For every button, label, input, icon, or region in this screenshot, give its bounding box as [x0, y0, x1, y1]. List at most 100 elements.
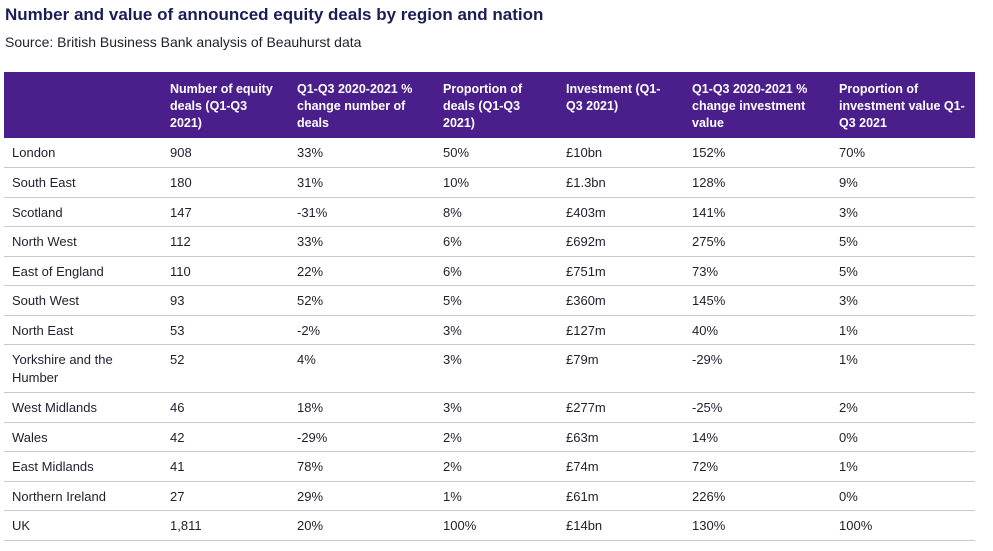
cell-change-investment-value: -29% — [684, 344, 831, 393]
cell-region: South East — [4, 167, 162, 198]
cell-investment: £14bn — [558, 510, 684, 541]
cell-number-of-deals: 908 — [162, 138, 289, 168]
cell-region: North West — [4, 226, 162, 257]
cell-change-number-of-deals: -2% — [289, 315, 435, 345]
cell-investment: £1.3bn — [558, 167, 684, 198]
cell-proportion-of-deals: 1% — [435, 481, 558, 511]
table-header-row: Number of equity deals (Q1-Q3 2021) Q1-Q… — [4, 72, 975, 138]
cell-number-of-deals: 147 — [162, 197, 289, 227]
header-change-investment-value: Q1-Q3 2020-2021 % change investment valu… — [692, 82, 808, 130]
cell-proportion-of-deals: 50% — [435, 138, 558, 168]
header-proportion-of-investment: Proportion of investment value Q1-Q3 202… — [839, 82, 965, 130]
cell-change-investment-value: 73% — [684, 256, 831, 286]
cell-change-investment-value: 128% — [684, 167, 831, 198]
cell-change-number-of-deals: -31% — [289, 197, 435, 227]
table-row: UK 1,811 20% 100% £14bn 130% 100% — [4, 510, 975, 541]
table-row: Scotland 147 -31% 8% £403m 141% 3% — [4, 197, 975, 227]
cell-proportion-of-deals: 6% — [435, 226, 558, 257]
header-change-number-of-deals: Q1-Q3 2020-2021 % change number of deals — [297, 82, 413, 130]
cell-change-investment-value: 226% — [684, 481, 831, 511]
cell-investment: £751m — [558, 256, 684, 286]
cell-investment: £277m — [558, 392, 684, 423]
cell-change-investment-value: -25% — [684, 392, 831, 423]
equity-deals-table: Number of equity deals (Q1-Q3 2021) Q1-Q… — [4, 72, 975, 541]
cell-proportion-of-investment: 2% — [831, 392, 975, 423]
header-region — [4, 72, 162, 138]
table-row: North West 112 33% 6% £692m 275% 5% — [4, 226, 975, 257]
cell-investment: £403m — [558, 197, 684, 227]
cell-change-investment-value: 40% — [684, 315, 831, 345]
cell-proportion-of-deals: 5% — [435, 285, 558, 316]
table-row: Wales 42 -29% 2% £63m 14% 0% — [4, 422, 975, 452]
cell-proportion-of-investment: 1% — [831, 315, 975, 345]
cell-change-number-of-deals: 20% — [289, 510, 435, 541]
cell-proportion-of-investment: 5% — [831, 256, 975, 286]
table-row: London 908 33% 50% £10bn 152% 70% — [4, 138, 975, 168]
cell-proportion-of-investment: 3% — [831, 285, 975, 316]
cell-number-of-deals: 42 — [162, 422, 289, 452]
cell-investment: £10bn — [558, 138, 684, 168]
cell-proportion-of-deals: 3% — [435, 344, 558, 393]
cell-change-investment-value: 152% — [684, 138, 831, 168]
cell-investment: £74m — [558, 451, 684, 482]
cell-region: London — [4, 138, 162, 168]
table-row: Yorkshire and the Humber 52 4% 3% £79m -29% 1% — [4, 344, 975, 393]
cell-region: Wales — [4, 422, 162, 452]
cell-proportion-of-investment: 0% — [831, 481, 975, 511]
table-row: North East 53 -2% 3% £127m 40% 1% — [4, 315, 975, 345]
cell-proportion-of-deals: 100% — [435, 510, 558, 541]
cell-investment: £692m — [558, 226, 684, 257]
cell-proportion-of-deals: 8% — [435, 197, 558, 227]
cell-change-number-of-deals: 31% — [289, 167, 435, 198]
cell-region: East Midlands — [4, 451, 162, 482]
cell-change-investment-value: 275% — [684, 226, 831, 257]
table-row: Northern Ireland 27 29% 1% £61m 226% 0% — [4, 481, 975, 511]
cell-change-investment-value: 130% — [684, 510, 831, 541]
cell-change-number-of-deals: 29% — [289, 481, 435, 511]
cell-investment: £127m — [558, 315, 684, 345]
cell-change-investment-value: 14% — [684, 422, 831, 452]
header-investment: Investment (Q1-Q3 2021) — [566, 82, 661, 113]
table-row: East Midlands 41 78% 2% £74m 72% 1% — [4, 451, 975, 482]
cell-change-investment-value: 141% — [684, 197, 831, 227]
cell-proportion-of-investment: 5% — [831, 226, 975, 257]
page-title: Number and value of announced equity dea… — [5, 5, 544, 24]
cell-proportion-of-investment: 3% — [831, 197, 975, 227]
table-row: South East 180 31% 10% £1.3bn 128% 9% — [4, 167, 975, 198]
table-body: London 908 33% 50% £10bn 152% 70% South East 180… — [4, 138, 975, 541]
cell-number-of-deals: 46 — [162, 392, 289, 423]
cell-change-number-of-deals: 78% — [289, 451, 435, 482]
cell-number-of-deals: 112 — [162, 226, 289, 257]
cell-region: North East — [4, 315, 162, 345]
cell-proportion-of-deals: 10% — [435, 167, 558, 198]
cell-proportion-of-deals: 2% — [435, 422, 558, 452]
cell-region: East of England — [4, 256, 162, 286]
cell-proportion-of-deals: 3% — [435, 392, 558, 423]
cell-proportion-of-investment: 100% — [831, 510, 975, 541]
cell-investment: £79m — [558, 344, 684, 393]
table-row: West Midlands 46 18% 3% £277m -25% 2% — [4, 392, 975, 423]
cell-proportion-of-investment: 0% — [831, 422, 975, 452]
cell-number-of-deals: 27 — [162, 481, 289, 511]
cell-proportion-of-investment: 1% — [831, 344, 975, 393]
cell-investment: £63m — [558, 422, 684, 452]
cell-change-number-of-deals: 33% — [289, 226, 435, 257]
cell-region: West Midlands — [4, 392, 162, 423]
cell-investment: £61m — [558, 481, 684, 511]
cell-proportion-of-investment: 9% — [831, 167, 975, 198]
cell-number-of-deals: 52 — [162, 344, 289, 393]
cell-change-number-of-deals: -29% — [289, 422, 435, 452]
cell-change-number-of-deals: 33% — [289, 138, 435, 168]
cell-number-of-deals: 41 — [162, 451, 289, 482]
cell-region: UK — [4, 510, 162, 541]
cell-change-number-of-deals: 18% — [289, 392, 435, 423]
cell-number-of-deals: 53 — [162, 315, 289, 345]
cell-number-of-deals: 93 — [162, 285, 289, 316]
cell-region: South West — [4, 285, 162, 316]
cell-proportion-of-deals: 6% — [435, 256, 558, 286]
cell-proportion-of-investment: 1% — [831, 451, 975, 482]
cell-region: Northern Ireland — [4, 481, 162, 511]
cell-number-of-deals: 1,811 — [162, 510, 289, 541]
header-number-of-deals: Number of equity deals (Q1-Q3 2021) — [170, 82, 273, 130]
cell-change-number-of-deals: 22% — [289, 256, 435, 286]
